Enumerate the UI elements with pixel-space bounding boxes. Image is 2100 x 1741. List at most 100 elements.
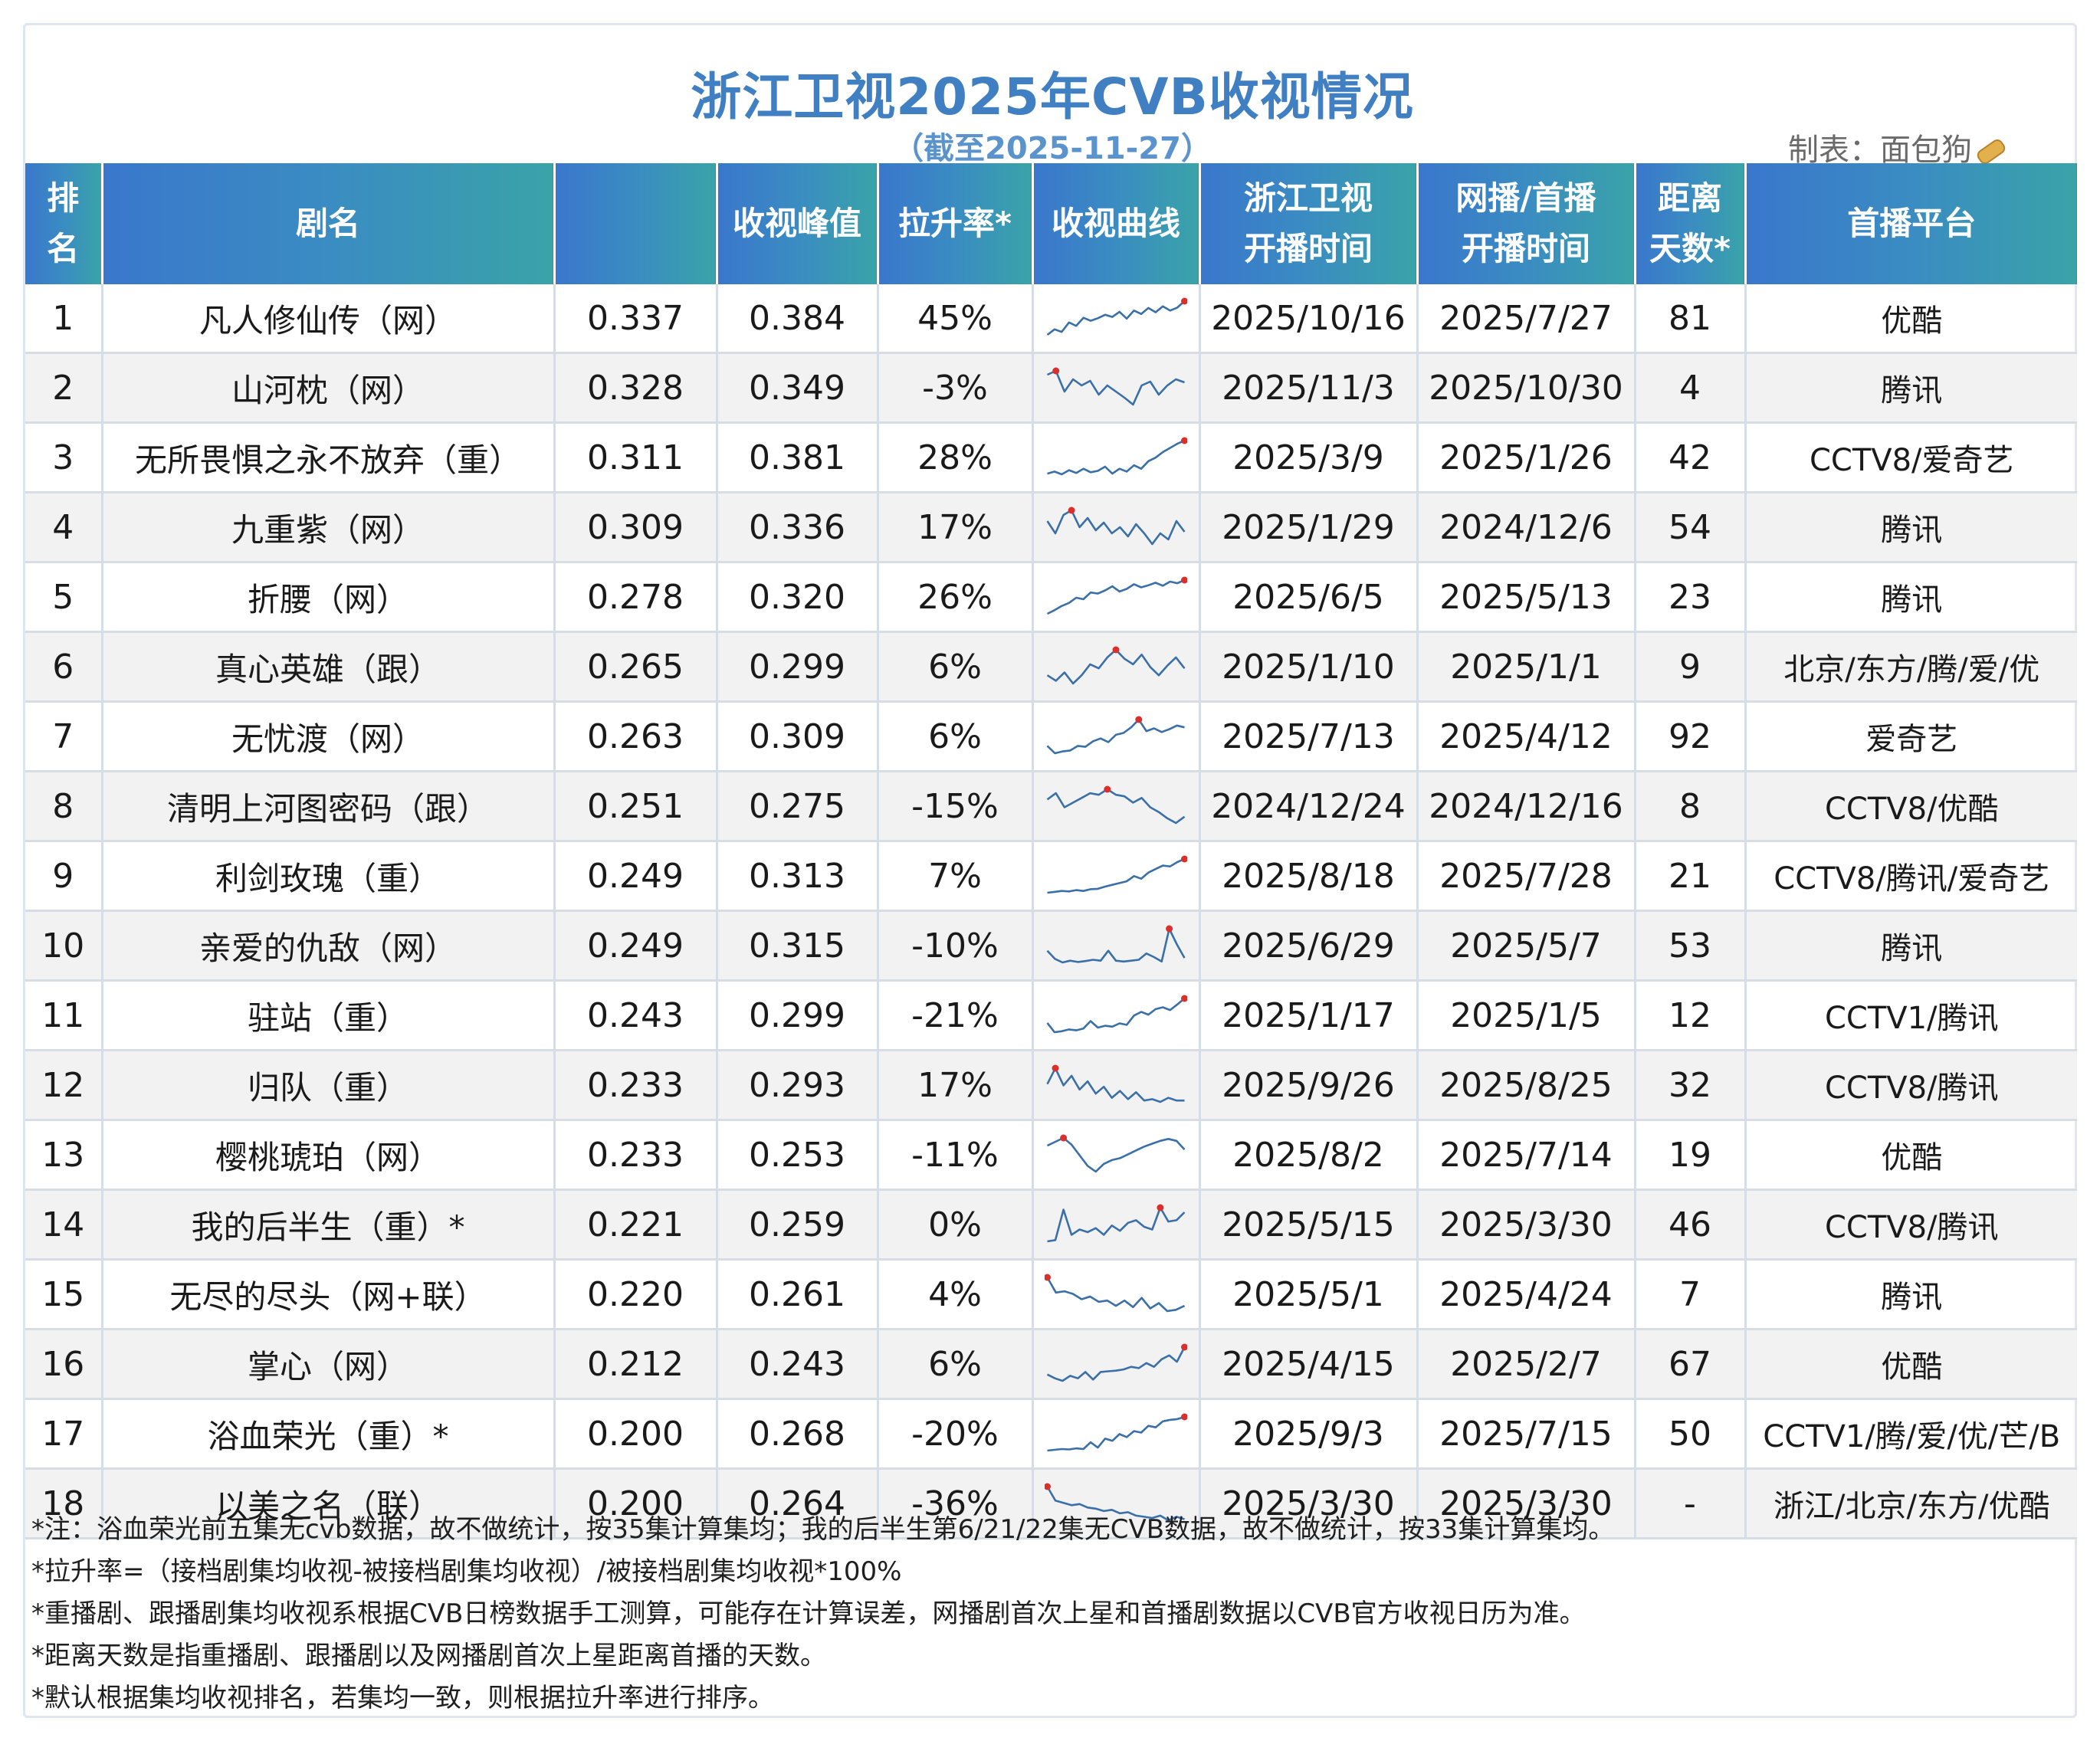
sparkline-line	[1046, 579, 1186, 615]
col-header-curve: 收视曲线	[1032, 163, 1201, 284]
sparkline	[1046, 1064, 1185, 1103]
sparkline-line	[1047, 857, 1186, 894]
first-date-cell: 2025/1/26	[1417, 422, 1636, 493]
title-cell: 清明上河图密码（跟）	[102, 771, 556, 842]
footnote: *距离天数是指重播剧、跟播剧以及网播剧首次上星距离首播的天数。	[31, 1641, 826, 1671]
table-row: 7 无忧渡（网） 0.263 0.309 6% 2025/7/13 2025/4/12 92 爱…	[25, 701, 2077, 772]
peak-marker	[1052, 367, 1060, 375]
zj-date-cell: 2025/6/5	[1199, 562, 1419, 633]
curve-cell	[1032, 1050, 1201, 1121]
lift-rate-cell: 0%	[878, 1189, 1034, 1261]
first-date-cell: 2025/3/30	[1417, 1189, 1636, 1261]
peak-marker	[1112, 646, 1120, 654]
zj-date-cell: 2025/5/1	[1199, 1259, 1419, 1330]
sparkline-line	[1046, 369, 1185, 406]
avg-rating-cell: 0.265	[554, 631, 718, 703]
peak-rating-cell: 0.313	[717, 841, 879, 912]
rank-cell: 9	[25, 841, 103, 912]
peak-rating-cell: 0.384	[717, 284, 879, 354]
peak-rating-cell: 0.243	[717, 1329, 879, 1400]
days-cell: 54	[1635, 492, 1747, 563]
sparkline	[1045, 1274, 1186, 1313]
bread-icon	[1974, 136, 2008, 167]
curve-cell	[1032, 1259, 1201, 1330]
sparkline	[1046, 297, 1187, 336]
table-row: 4 九重紫（网） 0.309 0.336 17% 2025/1/29 2024/12/6 54…	[25, 492, 2077, 563]
peak-rating-cell: 0.268	[717, 1398, 879, 1470]
platform-cell: CCTV8/腾讯	[1745, 1189, 2077, 1261]
lift-rate-cell: 26%	[878, 562, 1034, 633]
sparkline	[1047, 1413, 1187, 1452]
lift-rate-cell: 7%	[878, 841, 1034, 912]
avg-rating-cell: 0.220	[554, 1259, 718, 1330]
title-cell: 利剑玫瑰（重）	[102, 841, 556, 912]
sparkline	[1046, 1134, 1186, 1173]
rank-cell: 10	[25, 910, 103, 982]
days-cell: 4	[1635, 352, 1747, 424]
sparkline-line	[1046, 1067, 1185, 1103]
zj-date-cell: 2025/1/29	[1199, 492, 1419, 563]
footnote: *拉升率=（接档剧集均收视-被接档剧集均收视）/被接档剧集均收视*100%	[31, 1556, 902, 1587]
title-cell: 无尽的尽头（网+联）	[102, 1259, 556, 1330]
first-date-cell: 2025/3/30	[1417, 1468, 1636, 1539]
lift-rate-cell: -36%	[878, 1468, 1034, 1539]
peak-rating-cell: 0.381	[717, 422, 879, 493]
sparkline	[1047, 437, 1187, 476]
avg-rating-cell: 0.278	[554, 562, 718, 633]
rank-cell: 4	[25, 492, 103, 563]
curve-cell	[1032, 562, 1201, 633]
days-cell: 67	[1635, 1329, 1747, 1400]
zj-date-cell: 2025/3/9	[1199, 422, 1419, 493]
sparkline-line	[1046, 300, 1186, 336]
first-date-cell: 2025/1/5	[1417, 980, 1636, 1051]
sparkline-line	[1046, 1486, 1185, 1522]
peak-rating-cell: 0.309	[717, 701, 879, 772]
table-row: 10 亲爱的仇敌（网） 0.249 0.315 -10% 2025/6/29 2025/5/…	[25, 910, 2077, 982]
peak-marker	[1045, 1483, 1051, 1490]
peak-marker	[1181, 855, 1187, 863]
lift-rate-cell: 4%	[878, 1259, 1034, 1330]
table-row: 18 以美之名（联） 0.200 0.264 -36% 2025/3/30 2025/3/3…	[25, 1468, 2077, 1539]
title-cell: 浴血荣光（重）*	[102, 1398, 556, 1470]
first-date-cell: 2025/4/24	[1417, 1259, 1636, 1330]
peak-marker	[1104, 785, 1111, 793]
title-cell: 真心英雄（跟）	[102, 631, 556, 703]
days-cell: -	[1635, 1468, 1747, 1539]
zj-date-cell: 2025/5/15	[1199, 1189, 1419, 1261]
platform-cell: CCTV8/腾讯	[1745, 1050, 2077, 1121]
zj-date-cell: 2025/3/30	[1199, 1468, 1419, 1539]
zj-date-cell: 2025/1/17	[1199, 980, 1419, 1051]
avg-rating-cell: 0.243	[554, 980, 718, 1051]
zj-date-cell: 2025/6/29	[1199, 910, 1419, 982]
days-cell: 23	[1635, 562, 1747, 633]
peak-rating-cell: 0.259	[717, 1189, 879, 1261]
sparkline-line	[1046, 648, 1186, 685]
sparkline	[1046, 785, 1186, 825]
rank-cell: 18	[25, 1468, 103, 1539]
zj-date-cell: 2025/8/18	[1199, 841, 1419, 912]
author-label: 制表：面包狗	[1788, 133, 1972, 168]
peak-marker	[1060, 1134, 1068, 1142]
days-cell: 92	[1635, 701, 1747, 772]
report-card: 浙江卫视2025年CVB收视情况 （截至2025-11-27） 制表：面包狗 排…	[23, 23, 2077, 1718]
sparkline	[1046, 1343, 1187, 1382]
sparkline	[1046, 576, 1187, 615]
rank-cell: 1	[25, 284, 103, 354]
table-row: 11 驻站（重） 0.243 0.299 -21% 2025/1/17 2025/1/5 12…	[25, 980, 2077, 1051]
table-row: 5 折腰（网） 0.278 0.320 26% 2025/6/5 2025/5/13 23 腾讯	[25, 562, 2077, 633]
col-header-days: 距离 天数*	[1635, 163, 1747, 284]
table-row: 13 樱桃琥珀（网） 0.233 0.253 -11% 2025/8/2 2025/7/14…	[25, 1120, 2077, 1191]
platform-cell: CCTV8/腾讯/爱奇艺	[1745, 841, 2077, 912]
zj-date-cell: 2024/12/24	[1199, 771, 1419, 842]
peak-marker	[1135, 716, 1143, 723]
curve-cell	[1032, 352, 1201, 424]
first-date-cell: 2025/1/1	[1417, 631, 1636, 703]
rank-cell: 15	[25, 1259, 103, 1330]
platform-cell: CCTV8/优酷	[1745, 771, 2077, 842]
lift-rate-cell: 45%	[878, 284, 1034, 354]
title-cell: 樱桃琥珀（网）	[102, 1120, 556, 1191]
lift-rate-cell: 6%	[878, 1329, 1034, 1400]
rank-cell: 11	[25, 980, 103, 1051]
avg-rating-cell: 0.328	[554, 352, 718, 424]
title-cell: 掌心（网）	[102, 1329, 556, 1400]
